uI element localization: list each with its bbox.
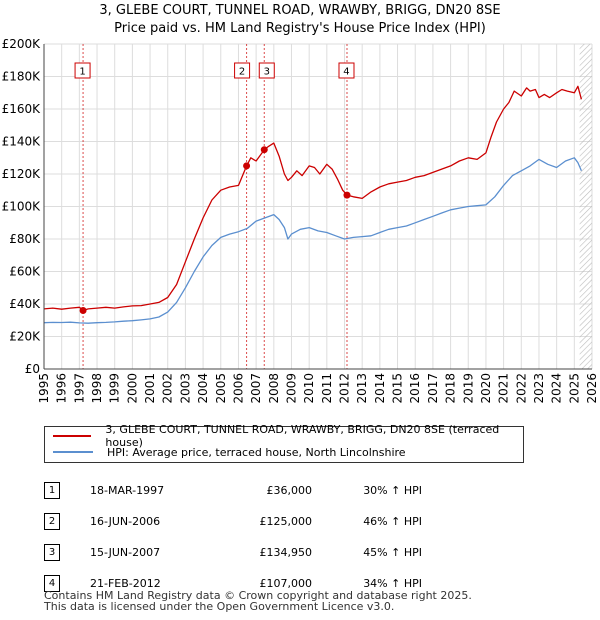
sale-box-3 bbox=[258, 62, 275, 79]
sale-date: 16-JUN-2006 bbox=[90, 515, 161, 528]
sale-price: £107,000 bbox=[259, 577, 313, 590]
x-tick-label: 2022 bbox=[514, 373, 528, 404]
x-tick-label: 2007 bbox=[249, 373, 263, 404]
chart-area: 1 2 3 4 £0 £20K £40K £60K £80K £100K £120K £140K £1… bbox=[2, 37, 599, 404]
x-tick-label: 1997 bbox=[72, 373, 86, 404]
legend-swatch-property bbox=[53, 435, 92, 437]
x-tick-label: 2011 bbox=[320, 373, 334, 404]
legend: 3, GLEBE COURT, TUNNEL ROAD, WRAWBY, BRI… bbox=[44, 423, 524, 463]
sale-price: £134,950 bbox=[259, 546, 313, 559]
y-tick-label: £180K bbox=[2, 70, 42, 84]
y-tick-label: £60K bbox=[9, 265, 41, 279]
sale-number-badge: 3 bbox=[44, 544, 60, 561]
forecast-hatch bbox=[579, 44, 592, 369]
table-row: 3 15-JUN-2007 £134,950 45% ↑ HPI bbox=[44, 537, 422, 568]
x-tick-label: 2000 bbox=[125, 373, 139, 404]
sale-hpi-change: 30% ↑ HPI bbox=[363, 484, 422, 497]
sale-box-label-1: 1 bbox=[79, 67, 85, 78]
legend-item-hpi: HPI: Average price, terraced house, Nort… bbox=[53, 444, 406, 460]
x-tick-label: 2012 bbox=[338, 373, 352, 404]
x-tick-label: 2013 bbox=[355, 373, 369, 404]
x-tick-label: 2004 bbox=[196, 373, 210, 404]
y-tick-label: £80K bbox=[9, 232, 41, 246]
chart-title-line2: Price paid vs. HM Land Registry's House … bbox=[114, 21, 486, 36]
footer: Contains HM Land Registry data © Crown c… bbox=[44, 590, 472, 612]
sale-number-badge: 4 bbox=[44, 575, 60, 592]
x-tick-label: 2020 bbox=[479, 373, 493, 404]
x-tick-label: 2005 bbox=[214, 373, 228, 404]
x-tick-label: 1999 bbox=[108, 373, 122, 404]
x-tick-label: 2024 bbox=[550, 373, 564, 404]
sale-point-3 bbox=[260, 146, 268, 154]
x-tick-label: 2010 bbox=[302, 373, 316, 404]
x-tick-label: 2018 bbox=[444, 373, 458, 404]
x-tick-label: 2026 bbox=[585, 373, 599, 404]
sale-point-4 bbox=[343, 191, 351, 199]
y-tick-label: £0 bbox=[25, 362, 40, 376]
sale-box-label-3: 3 bbox=[264, 67, 270, 78]
x-tick-label: 2003 bbox=[178, 373, 192, 404]
sale-date: 15-JUN-2007 bbox=[90, 546, 161, 559]
x-tick-label: 2014 bbox=[373, 373, 387, 404]
y-tick-label: £20K bbox=[9, 330, 41, 344]
y-tick-label: £140K bbox=[2, 135, 42, 149]
x-tick-label: 2016 bbox=[408, 373, 422, 404]
sale-box-2 bbox=[234, 62, 251, 79]
sale-hpi-change: 45% ↑ HPI bbox=[363, 546, 422, 559]
x-tick-label: 2017 bbox=[426, 373, 440, 404]
x-tick-label: 2001 bbox=[143, 373, 157, 404]
y-tick-label: £160K bbox=[2, 102, 42, 116]
legend-item-property: 3, GLEBE COURT, TUNNEL ROAD, WRAWBY, BRI… bbox=[53, 423, 523, 449]
y-tick-label: £120K bbox=[2, 167, 42, 181]
x-tick-label: 2008 bbox=[267, 373, 281, 404]
footer-copyright: Contains HM Land Registry data © Crown c… bbox=[44, 589, 472, 602]
x-tick-label: 2025 bbox=[567, 373, 581, 404]
chart-title-line1: 3, GLEBE COURT, TUNNEL ROAD, WRAWBY, BRI… bbox=[99, 3, 501, 18]
legend-label-hpi: HPI: Average price, terraced house, Nort… bbox=[107, 445, 406, 459]
legend-swatch-hpi bbox=[53, 451, 93, 453]
sale-box-1 bbox=[74, 62, 91, 79]
sale-number-badge: 1 bbox=[44, 482, 60, 499]
table-row: 2 16-JUN-2006 £125,000 46% ↑ HPI bbox=[44, 506, 422, 537]
x-tick-label: 2002 bbox=[161, 373, 175, 404]
sale-hpi-change: 46% ↑ HPI bbox=[363, 515, 422, 528]
x-tick-label: 1998 bbox=[90, 373, 104, 404]
x-tick-label: 2006 bbox=[231, 373, 245, 404]
x-tick-label: 1996 bbox=[55, 373, 69, 404]
y-tick-label: £200K bbox=[2, 37, 42, 51]
sale-date: 18-MAR-1997 bbox=[90, 484, 165, 497]
x-tick-label: 2021 bbox=[497, 373, 511, 404]
sale-box-label-2: 2 bbox=[239, 67, 245, 78]
hpi-series-line bbox=[43, 157, 582, 324]
x-tick-label: 2009 bbox=[284, 373, 298, 404]
table-row: 4 21-FEB-2012 £107,000 34% ↑ HPI bbox=[44, 568, 422, 599]
sale-point-2 bbox=[243, 162, 251, 170]
sale-box-label-4: 4 bbox=[343, 67, 349, 78]
sale-hpi-change: 34% ↑ HPI bbox=[363, 577, 422, 590]
sale-point-1 bbox=[79, 307, 87, 314]
y-tick-label: £40K bbox=[9, 297, 41, 311]
y-tick-label: £100K bbox=[2, 200, 42, 214]
sale-number-badge: 2 bbox=[44, 513, 60, 530]
sale-price: £125,000 bbox=[259, 515, 313, 528]
table-row: 1 18-MAR-1997 £36,000 30% ↑ HPI bbox=[44, 475, 422, 506]
x-tick-label: 2023 bbox=[532, 373, 546, 404]
sales-table: 1 18-MAR-1997 £36,000 30% ↑ HPI 2 16-JUN… bbox=[44, 475, 422, 599]
x-tick-label: 2019 bbox=[461, 373, 475, 404]
property-series-line bbox=[43, 85, 583, 312]
x-tick-label: 2015 bbox=[391, 373, 405, 404]
x-tick-label: 1995 bbox=[37, 373, 51, 404]
sale-date: 21-FEB-2012 bbox=[90, 577, 161, 590]
legend-label-property: 3, GLEBE COURT, TUNNEL ROAD, WRAWBY, BRI… bbox=[105, 423, 500, 449]
sale-price: £36,000 bbox=[266, 484, 313, 497]
sale-box-4 bbox=[338, 62, 355, 79]
footer-licence: This data is licensed under the Open Gov… bbox=[44, 600, 395, 613]
